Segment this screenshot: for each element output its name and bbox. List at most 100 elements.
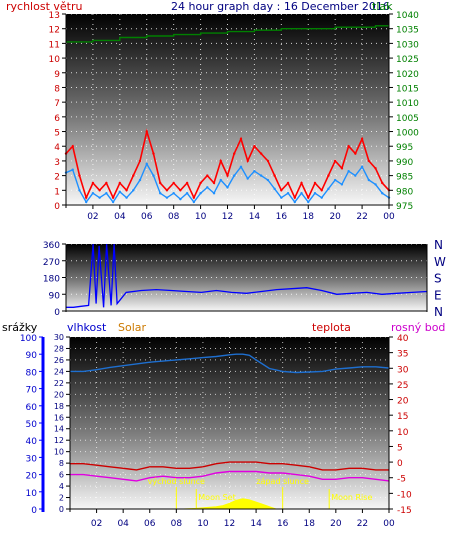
humidity-tick-label: 18 xyxy=(54,402,64,411)
climate-x-tick-label: 02 xyxy=(91,519,102,529)
humidity-tick-label: 12 xyxy=(54,436,64,445)
wind-average-point xyxy=(219,178,222,182)
wind-gust-point xyxy=(125,189,128,192)
pressure-tick-label: 1030 xyxy=(396,40,419,50)
humidity-tick-label: 24 xyxy=(54,367,64,376)
wind-gust-point xyxy=(172,181,175,185)
humidity-tick-label: 10 xyxy=(54,448,64,457)
pressure-tick-label: 1020 xyxy=(396,70,419,80)
wind-average-point xyxy=(159,192,162,195)
wind-average-point xyxy=(199,192,202,195)
wind-grid xyxy=(66,13,390,205)
wind-speed-tick-label: 7 xyxy=(54,99,60,109)
wind-speed-label: rychlost větru xyxy=(6,0,82,13)
wind-gust-point xyxy=(165,189,169,192)
wind-average-point xyxy=(239,165,243,168)
wind-speed-tick-label: 4 xyxy=(54,143,60,153)
climate-x-tick-label: 12 xyxy=(224,519,235,529)
wind-gust-point xyxy=(71,145,74,148)
wind-average-point xyxy=(333,178,337,182)
wind-x-tick-label: 18 xyxy=(303,212,315,222)
wind-gust-point xyxy=(259,152,263,155)
wind-gust-point xyxy=(266,159,270,163)
wind-average-point xyxy=(71,168,74,171)
wind-gust-point xyxy=(273,174,276,177)
pressure-tick-label: 990 xyxy=(396,158,413,168)
temperature-tick-label: -5 xyxy=(397,475,406,485)
climate-x-tick-label: 00 xyxy=(383,519,395,529)
wind-gust-point xyxy=(105,181,108,185)
wind-gust-point xyxy=(354,152,357,155)
wind-gust-point xyxy=(152,152,155,155)
wind-average-point xyxy=(179,197,182,201)
pressure-tick-label: 975 xyxy=(396,202,413,212)
wind-gust-point xyxy=(226,174,229,177)
wind-average-point xyxy=(132,189,135,192)
pressure-tick-label: 995 xyxy=(396,143,413,153)
humidity-tick-label: 26 xyxy=(54,356,64,365)
wind-gust-point xyxy=(192,196,196,199)
sun-moon-annotations: východ slunce západ slunce Moon Set Moon Ri… xyxy=(148,477,372,509)
humidity-line xyxy=(70,353,390,374)
wind-average-point xyxy=(347,170,350,173)
rain-tick-label: 60 xyxy=(26,403,38,413)
wind-average-point xyxy=(266,178,270,182)
solar-area xyxy=(182,498,277,510)
annotation-label: východ slunce xyxy=(148,477,205,486)
pressure-tick-label: 1040 xyxy=(396,11,419,21)
wind-speed-tick-label: 1 xyxy=(54,187,60,197)
wind-speed-tick-label: 0 xyxy=(54,202,60,212)
wind-average-point xyxy=(118,190,122,193)
temperature-axis: -15 -10 -5 0 5 10 15 20 25 30 35 40 xyxy=(389,334,412,516)
pressure-axis: 975 980 985 990 995 1000 1005 1010 1015 1020 1025 1… xyxy=(389,11,419,212)
rain-tick-label: 0 xyxy=(31,506,37,516)
dewpoint-label: rosný bod xyxy=(391,321,445,334)
solar-label: Solar xyxy=(118,321,147,334)
temperature-line xyxy=(70,461,389,471)
wind-speed-tick-label: 13 xyxy=(49,11,60,21)
wind-average-point xyxy=(226,186,229,189)
wind-gust-point xyxy=(286,181,290,185)
compass-label: E xyxy=(434,288,442,302)
wind-gust-point xyxy=(300,181,303,185)
annotation-label: západ slunce xyxy=(256,477,309,486)
wind-average-point xyxy=(313,192,317,195)
rain-tick-label: 40 xyxy=(26,437,38,447)
wind-gust-point xyxy=(320,189,323,192)
humidity-tick-label: 28 xyxy=(54,344,64,353)
wind-gust-point xyxy=(246,159,249,163)
wind-average-point xyxy=(381,192,384,195)
wind-gust-point xyxy=(219,159,222,163)
compass-label: S xyxy=(434,272,442,286)
compass-label: N xyxy=(434,238,443,252)
wind-gust-point xyxy=(374,167,377,170)
climate-grid xyxy=(70,336,390,509)
temperature-tick-label: 30 xyxy=(397,365,409,375)
climate-x-tick-label: 22 xyxy=(357,519,368,529)
wind-gust-point xyxy=(199,181,202,185)
wind-average-point xyxy=(172,192,175,195)
wind-average-point xyxy=(327,187,330,191)
wind-average-point xyxy=(286,192,290,195)
wind-average-point xyxy=(374,183,377,186)
wind-gust-point xyxy=(206,174,209,177)
climate-x-tick-label: 20 xyxy=(330,519,342,529)
wind-gust-point xyxy=(185,181,189,185)
humidity-tick-label: 0 xyxy=(59,505,64,514)
wind-gust-point xyxy=(381,181,384,185)
wind-speed-tick-label: 6 xyxy=(54,114,60,124)
wind-average-point xyxy=(233,174,236,177)
climate-x-axis: 02 04 06 08 10 12 14 16 18 20 22 00 xyxy=(91,509,395,529)
direction-tick-label: 0 xyxy=(54,308,60,318)
humidity-tick-label: 8 xyxy=(59,459,64,468)
wind-average-point xyxy=(307,200,310,204)
wind-average-point xyxy=(206,186,209,189)
rain-axis: 0 10 20 30 40 50 60 70 80 90 100 xyxy=(20,334,43,516)
wind-gust-point xyxy=(91,181,95,185)
temperature-tick-label: 0 xyxy=(397,459,403,469)
rain-tick-label: 80 xyxy=(26,368,38,378)
humidity-tick-label: 4 xyxy=(59,482,64,491)
wind-gust-point xyxy=(111,196,115,199)
